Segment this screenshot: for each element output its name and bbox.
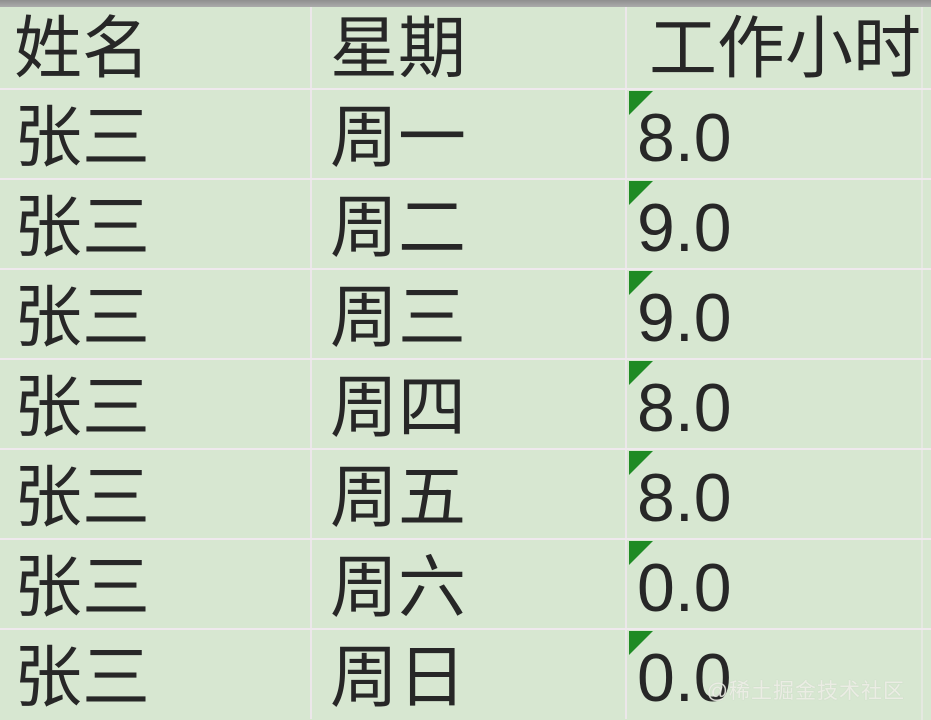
- table-row: 张三 周三 9.0: [0, 270, 931, 360]
- table-row: 张三 周四 8.0: [0, 360, 931, 450]
- cell-day[interactable]: 周日: [310, 630, 625, 719]
- cell-name[interactable]: 张三: [14, 190, 151, 266]
- cell-day[interactable]: 周四: [310, 360, 625, 448]
- table-row: 张三 周二 9.0: [0, 180, 931, 270]
- cell-hours[interactable]: 9.0: [625, 270, 931, 358]
- table-row: 张三 周五 8.0: [0, 450, 931, 540]
- cell-day[interactable]: 周三: [310, 270, 625, 358]
- cell-day[interactable]: 周六: [310, 540, 625, 628]
- cell-hours-value: 8.0: [637, 100, 732, 176]
- cell-hours-value: 9.0: [637, 190, 732, 266]
- column-gridline: [921, 7, 923, 720]
- header-row: 姓名 星期 工作小时: [0, 7, 931, 90]
- cell-name[interactable]: 张三: [14, 640, 151, 716]
- cell-name[interactable]: 张三: [14, 280, 151, 356]
- cell-hours[interactable]: 0.0: [625, 630, 931, 719]
- cell-hours-value: 8.0: [637, 370, 732, 446]
- cell-name[interactable]: 张三: [14, 370, 151, 446]
- cell-hours[interactable]: 0.0: [625, 540, 931, 628]
- cell-name[interactable]: 张三: [14, 550, 151, 626]
- watermark: @稀土掘金技术社区: [706, 680, 905, 703]
- cell-day[interactable]: 周一: [310, 90, 625, 178]
- worksheet-grid: 姓名 星期 工作小时 张三 周一 8.0 张三 周二 9.0 张三 周三: [0, 7, 931, 719]
- cell-name[interactable]: 张三: [14, 460, 151, 536]
- cell-hours-value: 9.0: [637, 280, 732, 356]
- cell-day[interactable]: 周二: [310, 180, 625, 268]
- table-row: 张三 周一 8.0: [0, 90, 931, 180]
- cell-hours[interactable]: 9.0: [625, 180, 931, 268]
- cell-hours[interactable]: 8.0: [625, 90, 931, 178]
- header-cell-hours[interactable]: 工作小时: [625, 7, 931, 88]
- cell-hours-value: 0.0: [637, 550, 732, 626]
- cell-hours[interactable]: 8.0: [625, 450, 931, 538]
- cell-hours[interactable]: 8.0: [625, 360, 931, 448]
- window-edge-strip: [0, 0, 931, 7]
- table-row: 张三 周六 0.0: [0, 540, 931, 630]
- cell-hours-value: 8.0: [637, 460, 732, 536]
- cell-name[interactable]: 张三: [14, 100, 151, 176]
- header-cell-day[interactable]: 星期: [310, 7, 625, 88]
- cell-hours-value: 0.0: [637, 640, 732, 716]
- header-cell-name[interactable]: 姓名: [14, 11, 151, 87]
- cell-day[interactable]: 周五: [310, 450, 625, 538]
- table-row: 张三 周日 0.0: [0, 630, 931, 719]
